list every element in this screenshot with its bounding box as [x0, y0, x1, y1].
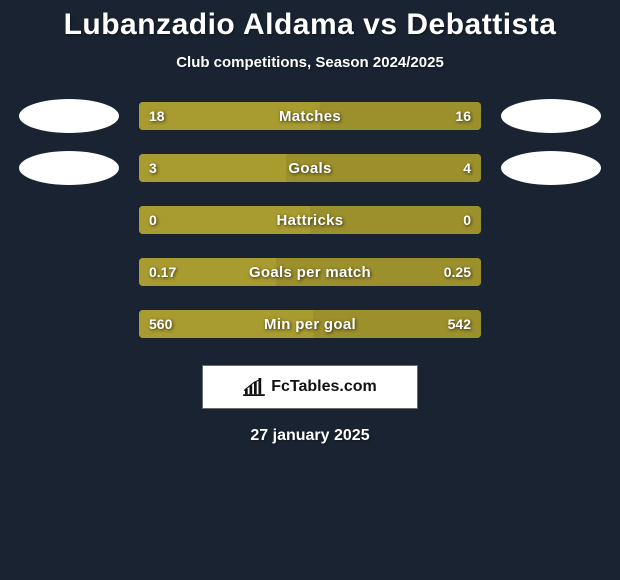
- player-right-avatar: [501, 151, 601, 185]
- brand-logo: FcTables.com: [202, 365, 418, 409]
- stat-row: 560542Min per goal: [0, 307, 620, 341]
- stat-label: Matches: [139, 102, 481, 130]
- page-title: Lubanzadio Aldama vs Debattista: [0, 8, 620, 42]
- stat-bar: 560542Min per goal: [139, 310, 481, 338]
- player-right-avatar: [501, 99, 601, 133]
- avatar-placeholder: [19, 307, 119, 341]
- avatar-placeholder: [501, 255, 601, 289]
- stat-label: Goals: [139, 154, 481, 182]
- stat-bar: 00Hattricks: [139, 206, 481, 234]
- avatar-placeholder: [501, 307, 601, 341]
- comparison-infographic: Lubanzadio Aldama vs Debattista Club com…: [0, 0, 620, 445]
- stat-bar: 0.170.25Goals per match: [139, 258, 481, 286]
- stat-row: 1816Matches: [0, 99, 620, 133]
- bar-chart-icon: [243, 378, 265, 396]
- stat-row: 34Goals: [0, 151, 620, 185]
- stat-rows: 1816Matches 34Goals 00Hattricks 0.170.25Goa…: [0, 99, 620, 341]
- avatar-placeholder: [19, 203, 119, 237]
- stat-bar: 34Goals: [139, 154, 481, 182]
- brand-text: FcTables.com: [271, 378, 377, 396]
- stat-row: 00Hattricks: [0, 203, 620, 237]
- stat-bar: 1816Matches: [139, 102, 481, 130]
- avatar-placeholder: [19, 255, 119, 289]
- avatar-placeholder: [501, 203, 601, 237]
- player-left-avatar: [19, 99, 119, 133]
- date-label: 27 january 2025: [0, 427, 620, 445]
- stat-row: 0.170.25Goals per match: [0, 255, 620, 289]
- stat-label: Min per goal: [139, 310, 481, 338]
- stat-label: Hattricks: [139, 206, 481, 234]
- stat-label: Goals per match: [139, 258, 481, 286]
- subtitle: Club competitions, Season 2024/2025: [0, 54, 620, 71]
- player-left-avatar: [19, 151, 119, 185]
